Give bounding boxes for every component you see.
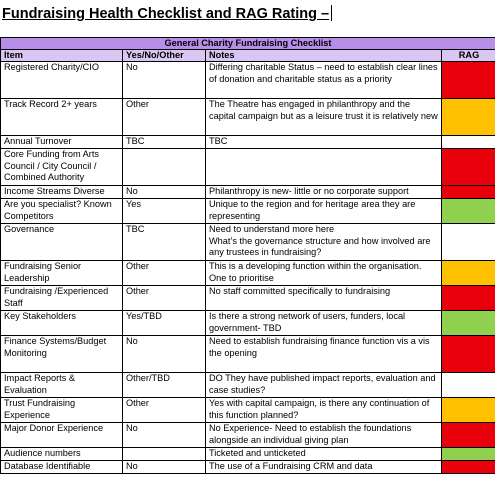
rag-cell-amber[interactable] <box>440 98 495 136</box>
cell-notes[interactable]: Ticketed and unticketed <box>205 447 442 461</box>
cell-item[interactable]: Database Identifiable <box>0 460 123 474</box>
cell-item[interactable]: Track Record 2+ years <box>0 98 123 136</box>
cell-item[interactable]: Income Streams Diverse <box>0 185 123 199</box>
cell-item[interactable]: Are you specialist? Known Competitors <box>0 198 123 224</box>
cell-notes[interactable]: Unique to the region and for heritage ar… <box>205 198 442 224</box>
rag-cell-red[interactable] <box>440 185 495 199</box>
rag-cell-red[interactable] <box>440 148 495 186</box>
table-body: Registered Charity/CIO No Differing charit… <box>0 61 495 474</box>
cell-yes-no[interactable]: Other/TBD <box>122 372 206 398</box>
cell-yes-no[interactable]: No <box>122 335 206 373</box>
table-row: Core Funding from Arts Council / City Co… <box>0 148 495 186</box>
table-banner: General Charity Fundraising Checklist <box>0 37 495 50</box>
rag-cell-amber[interactable] <box>440 260 495 286</box>
column-header-item: Item <box>0 49 123 62</box>
table-row: Registered Charity/CIO No Differing charit… <box>0 61 495 99</box>
cell-item[interactable]: Annual Turnover <box>0 135 123 149</box>
text-cursor <box>331 5 333 21</box>
cell-item[interactable]: Major Donor Experience <box>0 422 123 448</box>
rag-cell-green[interactable] <box>440 198 495 224</box>
cell-notes[interactable]: Need to understand more here What’s the g… <box>205 223 442 261</box>
cell-notes[interactable]: The Theatre has engaged in philanthropy … <box>205 98 442 136</box>
rag-cell-red[interactable] <box>440 422 495 448</box>
rag-cell-red[interactable] <box>440 335 495 373</box>
document-title[interactable]: Fundraising Health Checklist and RAG Rat… <box>2 5 333 22</box>
cell-yes-no[interactable]: TBC <box>122 223 206 261</box>
table-row: Impact Reports & Evaluation Other/TBD DO T… <box>0 372 495 398</box>
cell-yes-no[interactable] <box>122 447 206 461</box>
cell-yes-no[interactable]: Other <box>122 397 206 423</box>
cell-notes[interactable]: Is there a strong network of users, fund… <box>205 310 442 336</box>
cell-notes[interactable]: Differing charitable Status – need to es… <box>205 61 442 99</box>
cell-item[interactable]: Fundraising Senior Leadership <box>0 260 123 286</box>
rag-cell-red[interactable] <box>440 460 495 474</box>
cell-item[interactable]: Fundraising /Experienced Staff <box>0 285 123 311</box>
table-row: Governance TBC Need to understand more her… <box>0 223 495 261</box>
cell-notes[interactable]: DO They have published impact reports, e… <box>205 372 442 398</box>
cell-notes[interactable]: The use of a Fundraising CRM and data <box>205 460 442 474</box>
cell-yes-no[interactable]: No <box>122 460 206 474</box>
table-row: Fundraising Senior Leadership Other This i… <box>0 260 495 286</box>
cell-notes[interactable]: No staff committed specifically to fundr… <box>205 285 442 311</box>
rag-cell-amber[interactable] <box>440 397 495 423</box>
rag-cell-green[interactable] <box>440 447 495 461</box>
column-header-rag: RAG <box>440 49 495 62</box>
table-row: Audience numbers Ticketed and unticketed <box>0 447 495 461</box>
column-header-notes: Notes <box>205 49 442 62</box>
rag-cell-green[interactable] <box>440 310 495 336</box>
cell-yes-no[interactable]: Yes/TBD <box>122 310 206 336</box>
cell-notes[interactable]: Need to establish fundraising finance fu… <box>205 335 442 373</box>
table-row: Database Identifiable No The use of a Fund… <box>0 460 495 474</box>
cell-item[interactable]: Core Funding from Arts Council / City Co… <box>0 148 123 186</box>
cell-item[interactable]: Registered Charity/CIO <box>0 61 123 99</box>
table-header-row: Item Yes/No/Other Notes RAG <box>0 49 495 62</box>
cell-notes[interactable]: This is a developing function within the… <box>205 260 442 286</box>
cell-yes-no[interactable]: No <box>122 185 206 199</box>
cell-item[interactable]: Audience numbers <box>0 447 123 461</box>
cell-notes[interactable]: No Experience- Need to establish the fou… <box>205 422 442 448</box>
cell-yes-no[interactable]: Other <box>122 285 206 311</box>
rag-cell-white[interactable] <box>440 372 495 398</box>
table-row: Income Streams Diverse No Philanthropy is … <box>0 185 495 199</box>
cell-item[interactable]: Governance <box>0 223 123 261</box>
cell-notes[interactable]: Philanthropy is new- little or no corpor… <box>205 185 442 199</box>
rag-cell-white[interactable] <box>440 135 495 149</box>
table-row: Key Stakeholders Yes/TBD Is there a strong… <box>0 310 495 336</box>
table-row: Fundraising /Experienced Staff Other No st… <box>0 285 495 311</box>
rag-cell-red[interactable] <box>440 285 495 311</box>
cell-notes[interactable]: TBC <box>205 135 442 149</box>
cell-yes-no[interactable]: No <box>122 61 206 99</box>
cell-yes-no[interactable]: No <box>122 422 206 448</box>
cell-item[interactable]: Finance Systems/Budget Monitoring <box>0 335 123 373</box>
rag-cell-red[interactable] <box>440 61 495 99</box>
table-row: Trust Fundraising Experience Other Yes wit… <box>0 397 495 423</box>
table-row: Finance Systems/Budget Monitoring No Need … <box>0 335 495 373</box>
checklist-table: General Charity Fundraising Checklist It… <box>0 37 495 474</box>
cell-yes-no[interactable] <box>122 148 206 186</box>
cell-notes[interactable]: Yes with capital campaign, is there any … <box>205 397 442 423</box>
cell-yes-no[interactable]: Other <box>122 98 206 136</box>
rag-cell-white[interactable] <box>440 223 495 261</box>
cell-yes-no[interactable]: TBC <box>122 135 206 149</box>
table-banner-row: General Charity Fundraising Checklist <box>0 37 495 50</box>
table-row: Annual Turnover TBC TBC <box>0 135 495 149</box>
cell-item[interactable]: Trust Fundraising Experience <box>0 397 123 423</box>
table-row: Track Record 2+ years Other The Theatre ha… <box>0 98 495 136</box>
column-header-yes-no: Yes/No/Other <box>122 49 206 62</box>
cell-notes[interactable] <box>205 148 442 186</box>
document-title-text: Fundraising Health Checklist and RAG Rat… <box>2 6 330 22</box>
cell-item[interactable]: Key Stakeholders <box>0 310 123 336</box>
cell-yes-no[interactable]: Yes <box>122 198 206 224</box>
cell-yes-no[interactable]: Other <box>122 260 206 286</box>
cell-item[interactable]: Impact Reports & Evaluation <box>0 372 123 398</box>
table-row: Major Donor Experience No No Experience- N… <box>0 422 495 448</box>
table-row: Are you specialist? Known Competitors Yes… <box>0 198 495 224</box>
